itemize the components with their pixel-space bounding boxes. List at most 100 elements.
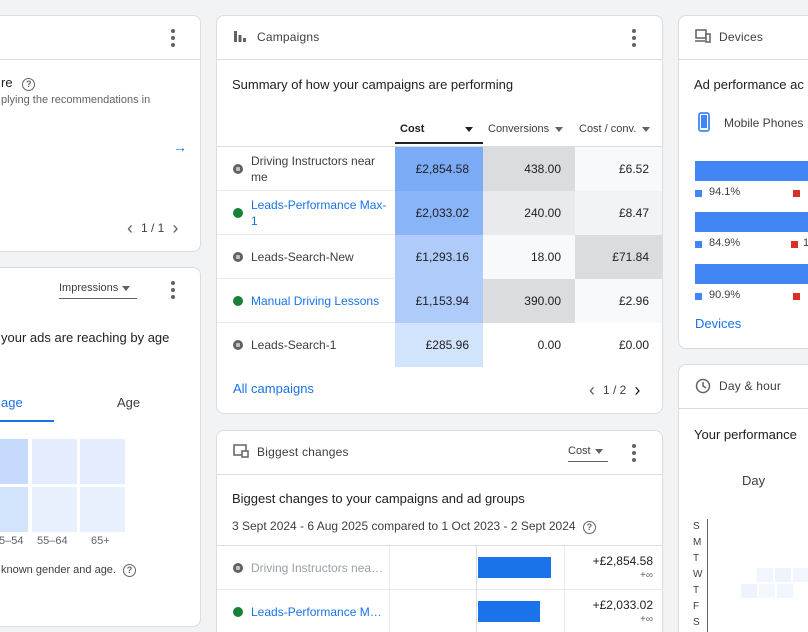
axis-line [707,519,708,632]
heat-cell [759,584,775,598]
change-bar-track [389,590,565,632]
table-row[interactable]: Leads-Performance Max-1 £2,033.02 240.00… [217,191,662,235]
change-percent: +∞ [640,614,653,625]
conversions-cell: 240.00 [483,191,575,235]
dropdown-underline [59,298,137,299]
heat-cell [757,568,773,582]
conversions-cell: 18.00 [483,235,575,279]
biggest-changes-metric-dropdown[interactable]: Cost [568,445,603,457]
bar-chart-icon [234,31,246,42]
help-icon[interactable]: ? [582,521,596,534]
tab-gender-age[interactable]: age [1,395,23,410]
campaigns-card-title: Campaigns [257,30,320,44]
devices-card: Devices Ad performance ac Mobile Phones … [678,15,808,349]
table-row[interactable]: Driving Instructors nea… +£2,854.58 +∞ [217,546,662,590]
change-name[interactable]: Driving Instructors nea… [251,561,384,575]
weekday-label: F [693,601,700,612]
caret-down-icon [594,448,603,454]
column-header-cost-per-conv[interactable]: Cost / conv. [579,123,651,135]
devices-card-header: Devices [679,16,808,60]
campaign-name[interactable]: Driving Instructors near me [251,154,376,184]
clock-icon [695,378,711,394]
cost-cell: £285.96 [395,323,483,367]
caret-down-icon [642,126,651,132]
campaigns-card-header: Campaigns [217,16,662,60]
age-label: 55–64 [37,535,68,547]
weekday-label: W [693,569,703,580]
cost-per-conv-cell: £2.96 [575,279,662,323]
change-name[interactable]: Leads-Performance M… [251,605,382,619]
demographics-card: Impressions your ads are reaching by age… [0,267,201,627]
table-row[interactable]: Leads-Performance M… +£2,033.02 +∞ [217,590,662,632]
all-campaigns-link[interactable]: All campaigns [233,381,314,396]
change-percent: +∞ [640,570,653,581]
devices-card-title: Devices [719,30,764,44]
recommendations-more-menu[interactable] [163,28,183,48]
heat-cell [775,568,791,582]
heat-cell [741,584,757,598]
heat-cell [32,487,77,532]
status-enabled-icon [233,607,243,617]
column-header-conversions[interactable]: Conversions [488,123,564,135]
status-paused-icon [233,252,243,262]
campaigns-summary: Summary of how your campaigns are perfor… [232,77,514,92]
heat-cell [80,439,125,484]
caret-down-icon [122,285,131,291]
age-label: 65+ [91,535,110,547]
chevron-left-icon[interactable]: ‹ [127,218,133,238]
table-row[interactable]: Driving Instructors near me £2,854.58 43… [217,147,662,191]
campaign-name[interactable]: Leads-Search-New [251,250,354,264]
recommendations-title: re ? [1,75,36,91]
heat-cell [0,439,28,484]
biggest-changes-more-menu[interactable] [624,443,644,463]
table-row[interactable]: Leads-Search-New £1,293.16 18.00 £71.84 [217,235,662,279]
cost-per-conv-cell: £6.52 [575,147,662,191]
devices-link[interactable]: Devices [695,316,742,331]
change-bar [478,557,551,578]
help-icon[interactable]: ? [123,564,137,577]
tab-age[interactable]: Age [117,395,141,410]
status-enabled-icon [233,296,243,306]
phone-icon [698,112,710,132]
chevron-right-icon[interactable]: › [172,218,179,238]
campaign-name[interactable]: Leads-Performance Max-1 [251,198,387,228]
cost-cell: £1,293.16 [395,235,483,279]
heat-cell [777,584,793,598]
biggest-changes-card-title: Biggest changes [257,445,349,459]
changes-table: Driving Instructors nea… +£2,854.58 +∞ L… [217,545,662,632]
change-bar-baseline [476,546,477,590]
help-icon[interactable]: ? [22,78,36,91]
table-row[interactable]: Manual Driving Lessons £1,153.94 390.00 … [217,279,662,323]
sort-underline [395,142,483,144]
cost-per-conv-cell: £8.47 [575,191,662,235]
dropdown-underline [568,461,608,462]
campaign-name[interactable]: Leads-Search-1 [251,338,337,352]
change-bar-track [389,546,565,590]
chevron-left-icon[interactable]: ‹ [589,380,595,400]
day-tab[interactable]: Day [742,473,766,488]
conversions-cell: 390.00 [483,279,575,323]
status-paused-icon [233,563,243,573]
legend-swatch-blue [695,293,702,300]
column-header-cost[interactable]: Cost [400,123,425,135]
devices-icon [695,29,711,43]
campaign-name[interactable]: Manual Driving Lessons [251,294,380,308]
demographics-metric-dropdown[interactable]: Impressions [59,282,131,294]
arrow-right-icon[interactable]: → [173,139,187,155]
campaigns-more-menu[interactable] [624,28,644,48]
weekday-axis: S M T W T F S [693,519,703,631]
weekday-label: S [693,617,700,628]
biggest-changes-date-range: 3 Sept 2024 - 6 Aug 2025 compared to 1 O… [232,519,596,534]
tab-active-indicator [0,420,54,422]
sort-caret-icon[interactable] [465,127,473,132]
device-pct: 94.1% [709,186,741,198]
legend-swatch-red [791,241,798,248]
demographics-more-menu[interactable] [163,280,183,300]
recommendations-pager-text: 1 / 1 [141,221,165,235]
devices-description: Ad performance ac [694,77,804,92]
table-row[interactable]: Leads-Search-1 £285.96 0.00 £0.00 [217,323,662,367]
chevron-right-icon[interactable]: › [634,380,641,400]
compare-icon [233,444,249,458]
legend-swatch-red [793,190,800,197]
day-hour-card: Day & hour Your performance Day S M T W … [678,364,808,632]
